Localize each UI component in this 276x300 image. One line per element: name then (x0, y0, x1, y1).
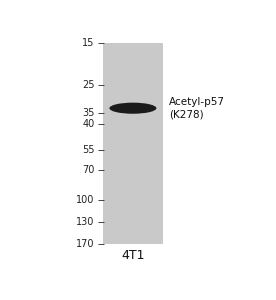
Text: 100: 100 (76, 195, 94, 205)
Text: 55: 55 (82, 146, 94, 155)
Text: 130: 130 (76, 217, 94, 227)
Text: Acetyl-p57
(K278): Acetyl-p57 (K278) (169, 97, 225, 120)
Text: 15: 15 (82, 38, 94, 48)
Text: 40: 40 (82, 119, 94, 129)
Text: 170: 170 (76, 239, 94, 249)
Text: 4T1: 4T1 (121, 249, 145, 262)
Text: 25: 25 (82, 80, 94, 90)
Text: 70: 70 (82, 165, 94, 176)
Text: 35: 35 (82, 108, 94, 118)
Bar (103, 43, 163, 244)
Ellipse shape (109, 103, 156, 114)
